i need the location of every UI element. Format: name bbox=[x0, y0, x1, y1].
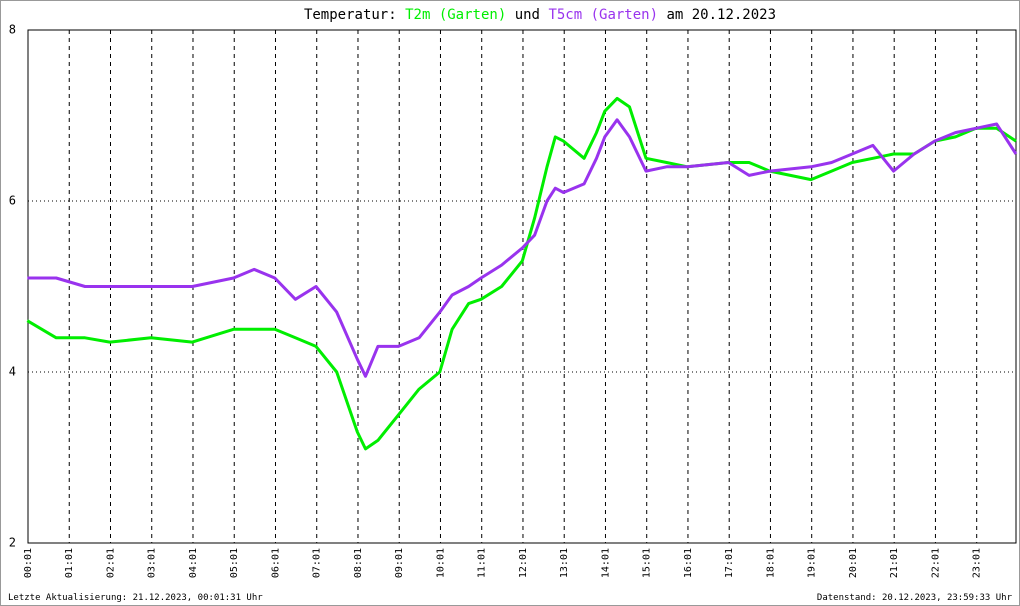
y-tick-label: 8 bbox=[9, 23, 16, 37]
title-prefix: Temperatur: bbox=[304, 7, 397, 23]
x-tick-label: 10:01 bbox=[435, 548, 446, 578]
plot-border bbox=[27, 29, 1017, 544]
x-tick-label: 03:01 bbox=[147, 548, 158, 578]
x-tick-label: 19:01 bbox=[807, 548, 818, 578]
x-tick-label: 17:01 bbox=[724, 548, 735, 578]
x-tick-label: 14:01 bbox=[600, 548, 611, 578]
x-tick-label: 15:01 bbox=[642, 548, 653, 578]
title-series-1: T2m (Garten) bbox=[405, 7, 506, 23]
y-tick-label: 6 bbox=[9, 194, 16, 208]
title-joiner: und bbox=[515, 7, 540, 23]
x-tick-label: 16:01 bbox=[683, 548, 694, 578]
x-tick-label: 18:01 bbox=[765, 548, 776, 578]
x-tick-label: 13:01 bbox=[559, 548, 570, 578]
x-tick-label: 00:01 bbox=[23, 548, 34, 578]
footer-right: Datenstand: 20.12.2023, 23:59:33 Uhr bbox=[817, 593, 1013, 603]
x-tick-label: 08:01 bbox=[353, 548, 364, 578]
x-tick-label: 06:01 bbox=[270, 548, 281, 578]
series-line bbox=[27, 118, 1018, 378]
chart-title: Temperatur: T2m (Garten) und T5cm (Garte… bbox=[304, 7, 776, 23]
x-tick-label: 23:01 bbox=[972, 548, 983, 578]
title-series-2: T5cm (Garten) bbox=[548, 7, 658, 23]
x-tick-label: 04:01 bbox=[188, 548, 199, 578]
x-tick-label: 09:01 bbox=[394, 548, 405, 578]
x-tick-label: 11:01 bbox=[477, 548, 488, 578]
x-tick-label: 22:01 bbox=[930, 548, 941, 578]
x-tick-label: 05:01 bbox=[229, 548, 240, 578]
x-tick-label: 12:01 bbox=[518, 548, 529, 578]
x-tick-label: 01:01 bbox=[64, 548, 75, 578]
y-tick-label: 4 bbox=[9, 365, 16, 379]
series-line bbox=[26, 96, 1017, 451]
x-tick-label: 21:01 bbox=[889, 548, 900, 578]
x-tick-label: 07:01 bbox=[312, 548, 323, 578]
y-tick-label: 2 bbox=[9, 536, 16, 550]
x-tick-label: 02:01 bbox=[105, 548, 116, 578]
title-suffix: am 20.12.2023 bbox=[666, 7, 776, 23]
x-tick-label: 20:01 bbox=[848, 548, 859, 578]
footer-left: Letzte Aktualisierung: 21.12.2023, 00:01… bbox=[8, 593, 263, 603]
